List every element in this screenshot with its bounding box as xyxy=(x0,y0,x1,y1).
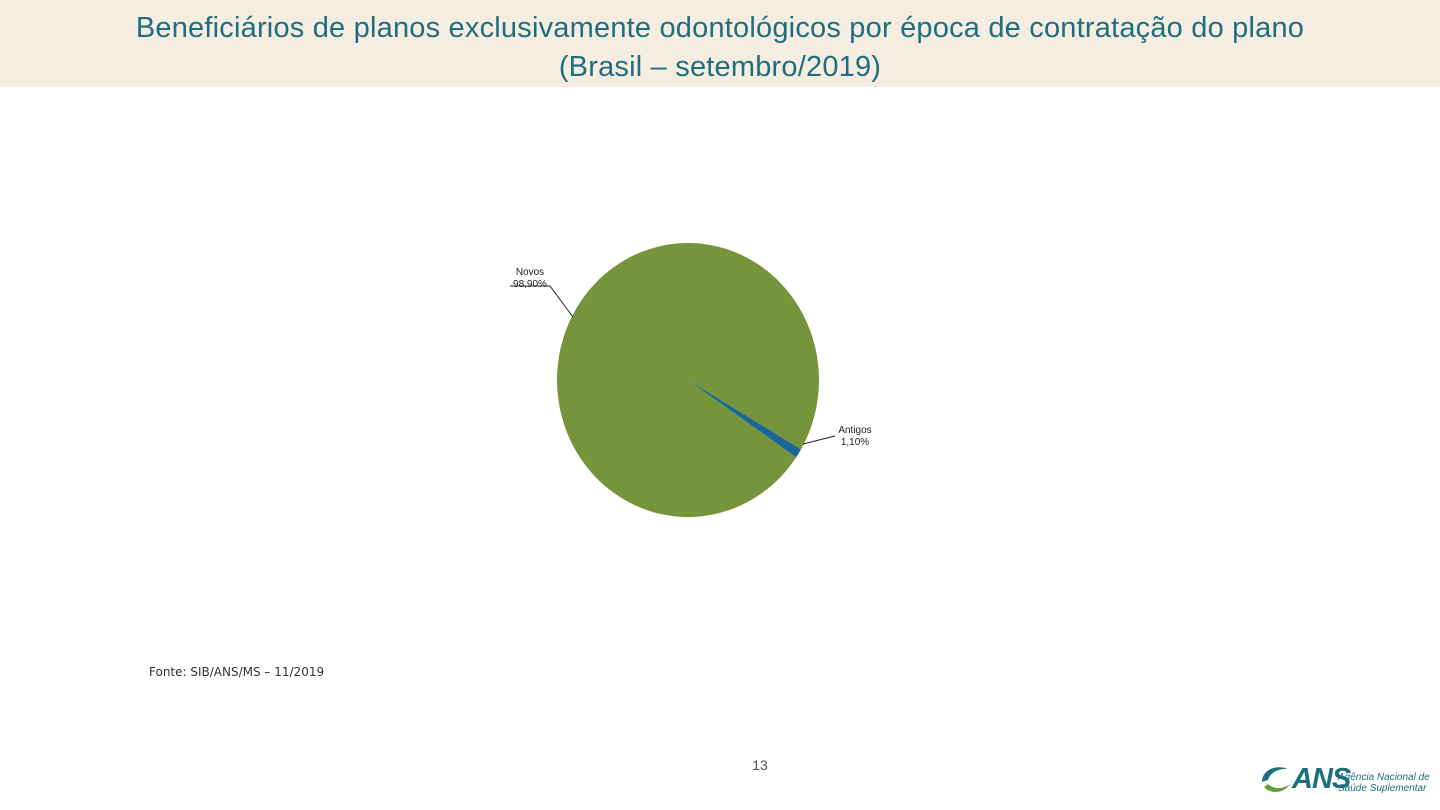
title-line-1: Beneficiários de planos exclusivamente o… xyxy=(135,12,1305,44)
logo-ans-text: ANS xyxy=(1292,763,1351,795)
leader-line-antigos xyxy=(802,435,836,445)
logo-line-1: Agência Nacional de xyxy=(1338,772,1430,783)
slice-label-antigos: Antigos xyxy=(838,425,871,436)
pie-slice-novos xyxy=(557,243,820,518)
logo-line-2: Saúde Suplementar xyxy=(1338,783,1427,794)
slice-value-novos: 98,90% xyxy=(513,279,547,290)
ans-logo-mark-icon xyxy=(1262,767,1290,792)
ans-logo: ANS Agência Nacional de Saúde Suplementa… xyxy=(1258,760,1438,800)
title-band xyxy=(0,0,1440,87)
page-number: 13 xyxy=(752,757,768,773)
leader-line-novos xyxy=(510,285,574,318)
page-title: Beneficiários de planos exclusivamente o… xyxy=(0,9,1440,87)
slice-value-antigos: 1,10% xyxy=(841,437,869,448)
slice-label-novos: Novos xyxy=(516,267,544,278)
title-line-2: (Brasil – setembro/2019) xyxy=(558,51,882,83)
pie-slices xyxy=(557,243,820,518)
source-note: Fonte: SIB/ANS/MS – 11/2019 xyxy=(149,665,325,679)
pie-slice-antigos xyxy=(688,380,801,458)
